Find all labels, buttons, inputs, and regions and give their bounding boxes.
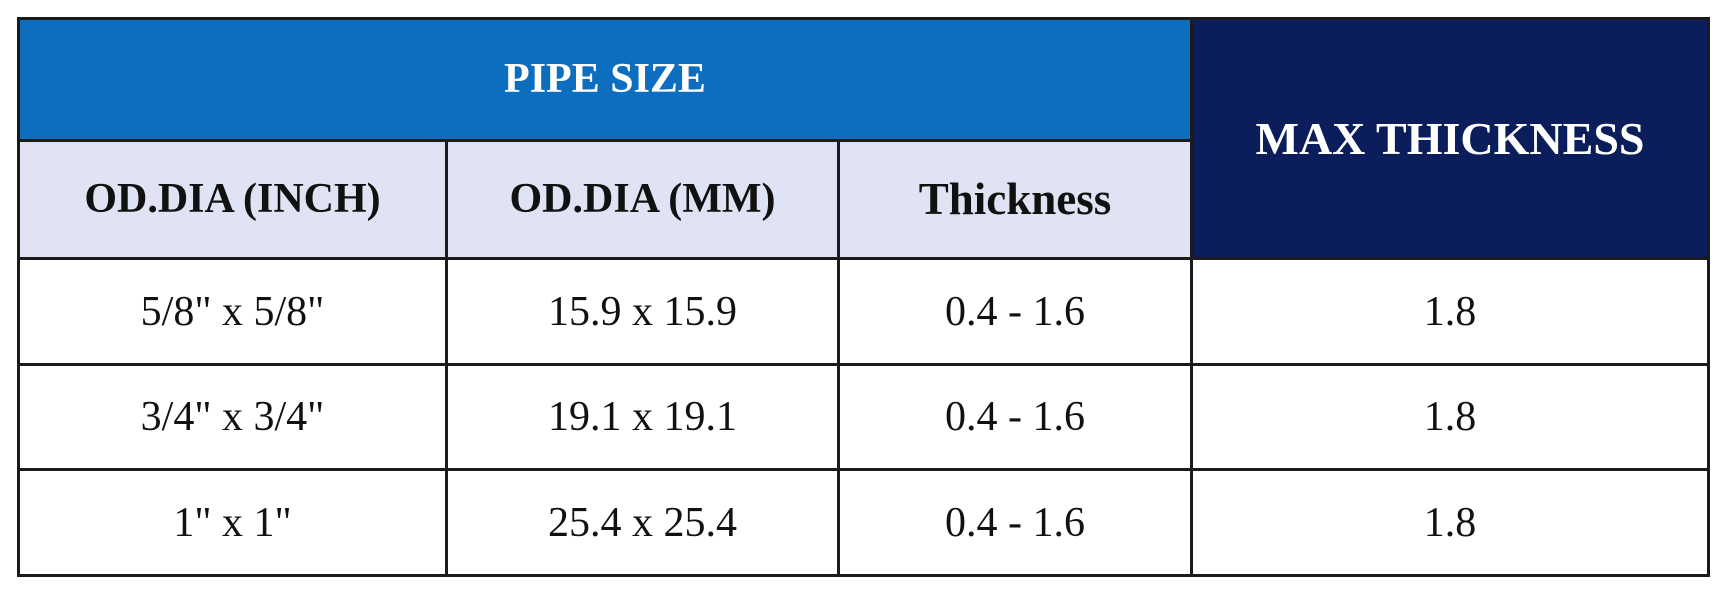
cell-od-inch: 1" x 1"	[17, 468, 448, 577]
table-row: 1" x 1" 25.4 x 25.4 0.4 - 1.6 1.8	[17, 468, 1711, 577]
cell-max-thickness: 1.8	[1190, 362, 1711, 472]
table-row: 3/4" x 3/4" 19.1 x 19.1 0.4 - 1.6 1.8	[17, 362, 1711, 472]
cell-thickness: 0.4 - 1.6	[836, 362, 1194, 472]
column-header-row: OD.DIA (INCH) OD.DIA (MM) Thickness	[17, 138, 1709, 261]
pipe-size-header: PIPE SIZE	[16, 17, 1194, 142]
cell-od-inch: 5/8" x 5/8"	[17, 257, 448, 366]
cell-max-thickness: 1.8	[1190, 468, 1711, 577]
cell-od-mm: 25.4 x 25.4	[445, 468, 840, 577]
column-header-od-inch: OD.DIA (INCH)	[17, 138, 448, 261]
group-header-row: PIPE SIZE MAX THICKNESS	[16, 16, 1711, 261]
table-row: 5/8" x 5/8" 15.9 x 15.9 0.4 - 1.6 1.8	[17, 257, 1711, 366]
cell-od-inch: 3/4" x 3/4"	[17, 362, 448, 472]
cell-thickness: 0.4 - 1.6	[836, 257, 1194, 366]
column-header-od-mm: OD.DIA (MM)	[445, 138, 840, 261]
cell-thickness: 0.4 - 1.6	[836, 468, 1194, 577]
cell-od-mm: 19.1 x 19.1	[445, 362, 840, 472]
cell-max-thickness: 1.8	[1190, 257, 1711, 366]
cell-od-mm: 15.9 x 15.9	[445, 257, 840, 366]
pipe-size-table: PIPE SIZE MAX THICKNESS OD.DIA (INCH) OD…	[16, 16, 1711, 577]
column-header-thickness: Thickness	[836, 138, 1194, 261]
max-thickness-header: MAX THICKNESS	[1190, 16, 1711, 261]
